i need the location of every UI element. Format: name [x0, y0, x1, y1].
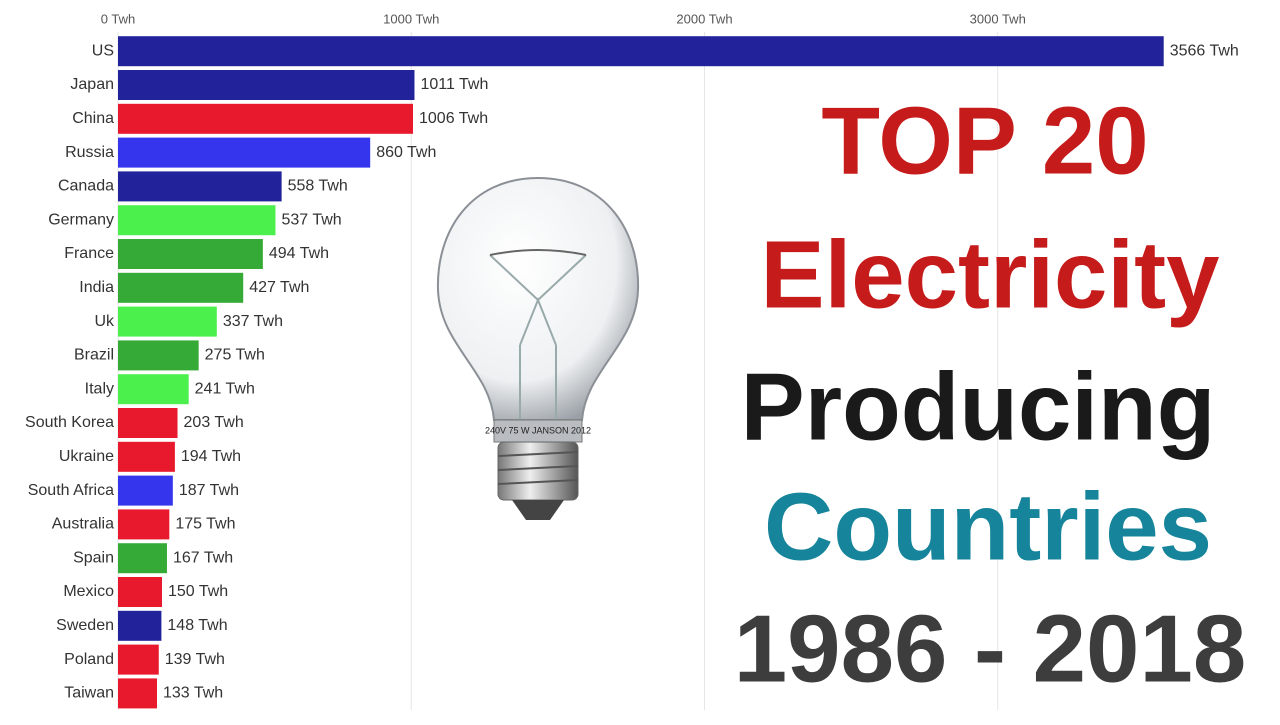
category-label: Italy — [85, 380, 114, 397]
bar — [118, 678, 158, 709]
bar — [118, 475, 173, 506]
bar — [118, 239, 263, 270]
value-label: 241 Twh — [195, 380, 255, 397]
value-label: 558 Twh — [288, 178, 348, 195]
bar — [118, 441, 175, 472]
category-label: US — [92, 42, 114, 59]
title: TOP 20 Electricity Producing Countries 1… — [734, 87, 1246, 702]
category-label: China — [72, 110, 114, 127]
value-label: 133 Twh — [163, 685, 223, 702]
light-bulb: 240V 75 W JANSON 2012 — [436, 176, 640, 520]
title-line: TOP 20 — [821, 87, 1148, 194]
bar — [118, 272, 244, 303]
value-label: 1011 Twh — [420, 76, 488, 93]
value-label: 427 Twh — [249, 279, 309, 296]
x-tick-label: 0 Twh — [101, 11, 135, 26]
bar — [118, 103, 414, 134]
category-label: Spain — [73, 549, 114, 566]
category-label: Taiwan — [64, 685, 114, 702]
category-label: Brazil — [74, 347, 114, 364]
value-label: 187 Twh — [179, 482, 239, 499]
bar — [118, 610, 162, 641]
value-label: 1006 Twh — [419, 110, 488, 127]
category-label: Japan — [70, 76, 114, 93]
bar — [118, 408, 178, 439]
category-label: France — [64, 245, 114, 262]
value-label: 275 Twh — [205, 347, 265, 364]
value-label: 3566 Twh — [1170, 42, 1239, 59]
bar — [118, 374, 189, 405]
bars: US 3566 Twh Japan 1011 Twh China 1006 Twh Russ… — [25, 36, 1239, 709]
bar — [118, 644, 159, 675]
category-label: Mexico — [63, 583, 114, 600]
bulb-print: 240V 75 W JANSON 2012 — [485, 425, 591, 435]
title-line: 1986 - 2018 — [734, 595, 1246, 702]
bar — [118, 340, 199, 371]
bar — [118, 70, 415, 101]
category-label: Uk — [94, 313, 115, 330]
category-label: Australia — [52, 516, 114, 533]
bar — [118, 205, 276, 236]
value-label: 139 Twh — [165, 651, 225, 668]
bar — [118, 36, 1164, 67]
title-line: Countries — [764, 473, 1212, 580]
value-label: 167 Twh — [173, 549, 233, 566]
category-label: South Africa — [28, 482, 114, 499]
category-label: South Korea — [25, 414, 114, 431]
x-tick-label: 1000 Twh — [383, 11, 439, 26]
x-tick-label: 2000 Twh — [676, 11, 732, 26]
bar — [118, 543, 167, 574]
title-line: Producing — [741, 353, 1216, 460]
bar — [118, 509, 170, 540]
value-label: 494 Twh — [269, 245, 329, 262]
category-label: Russia — [65, 144, 114, 161]
category-label: Poland — [64, 651, 114, 668]
value-label: 148 Twh — [167, 617, 227, 634]
category-label: Germany — [48, 211, 114, 228]
category-label: Canada — [58, 178, 114, 195]
value-label: 203 Twh — [184, 414, 244, 431]
title-line: Electricity — [761, 221, 1220, 328]
category-label: Sweden — [56, 617, 114, 634]
value-label: 860 Twh — [376, 144, 436, 161]
value-label: 537 Twh — [281, 211, 341, 228]
value-label: 150 Twh — [168, 583, 228, 600]
category-label: India — [79, 279, 114, 296]
bar — [118, 577, 162, 608]
value-label: 194 Twh — [181, 448, 241, 465]
bar — [118, 306, 217, 337]
bar — [118, 137, 371, 168]
category-label: Ukraine — [59, 448, 114, 465]
bar — [118, 171, 282, 202]
value-label: 337 Twh — [223, 313, 283, 330]
x-tick-label: 3000 Twh — [970, 11, 1026, 26]
value-label: 175 Twh — [175, 516, 235, 533]
